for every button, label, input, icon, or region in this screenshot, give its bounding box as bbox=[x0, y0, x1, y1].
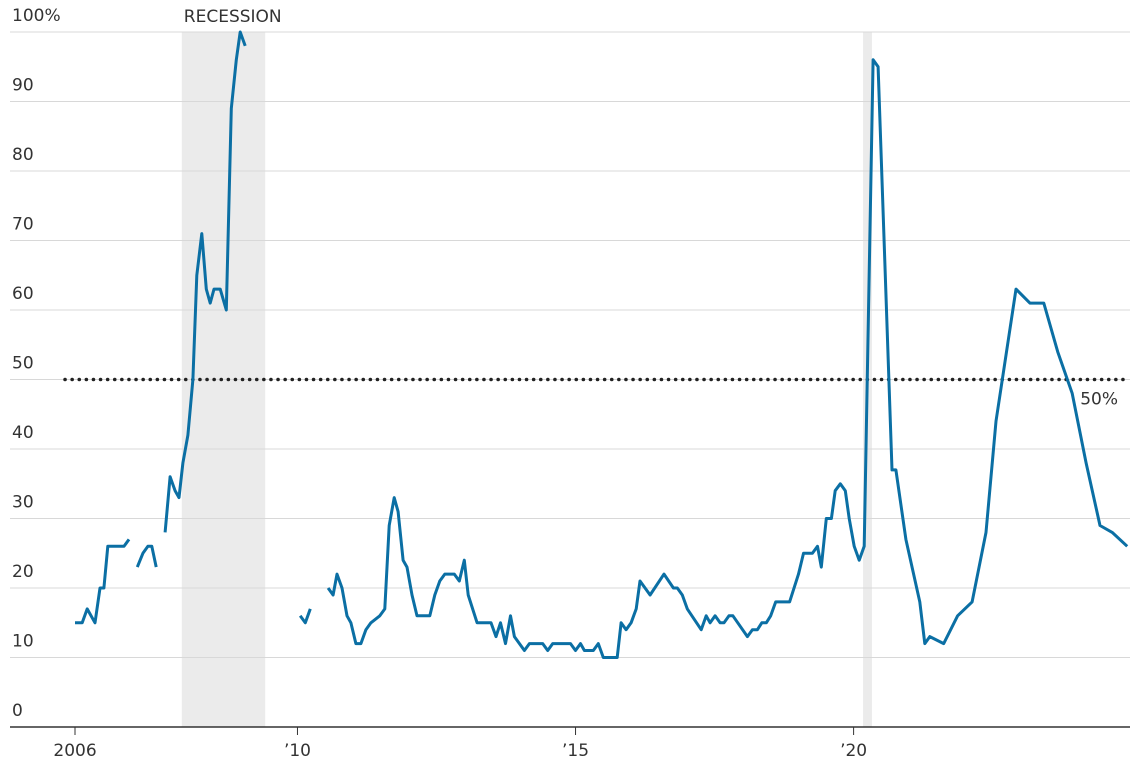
reference-label: 50% bbox=[1080, 390, 1118, 410]
y-tick-label: 60 bbox=[12, 284, 34, 304]
y-tick-label: 100% bbox=[12, 6, 61, 26]
y-tick-label: 10 bbox=[12, 632, 34, 652]
x-tick-label: ’15 bbox=[562, 741, 589, 761]
y-tick-label: 0 bbox=[12, 701, 23, 721]
y-tick-label: 20 bbox=[12, 562, 34, 582]
y-tick-label: 40 bbox=[12, 423, 34, 443]
recession-label: RECESSION bbox=[184, 7, 282, 27]
y-tick-label: 80 bbox=[12, 145, 34, 165]
y-tick-label: 90 bbox=[12, 76, 34, 96]
x-tick-label: ’20 bbox=[840, 741, 867, 761]
x-tick-label: 2006 bbox=[53, 741, 96, 761]
y-tick-label: 30 bbox=[12, 493, 34, 513]
x-tick-label: ’10 bbox=[284, 741, 311, 761]
data-line bbox=[75, 30, 1129, 659]
y-tick-label: 70 bbox=[12, 215, 34, 235]
y-tick-label: 50 bbox=[12, 354, 34, 374]
